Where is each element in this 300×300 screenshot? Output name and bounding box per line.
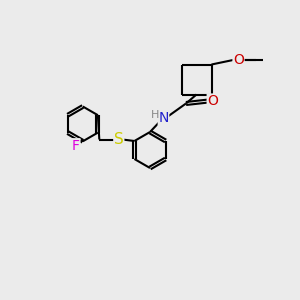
Text: S: S [114, 132, 124, 147]
Text: N: N [158, 112, 169, 125]
Text: O: O [233, 53, 244, 67]
Text: O: O [207, 94, 218, 108]
Text: H: H [151, 110, 159, 120]
Text: F: F [72, 139, 80, 153]
